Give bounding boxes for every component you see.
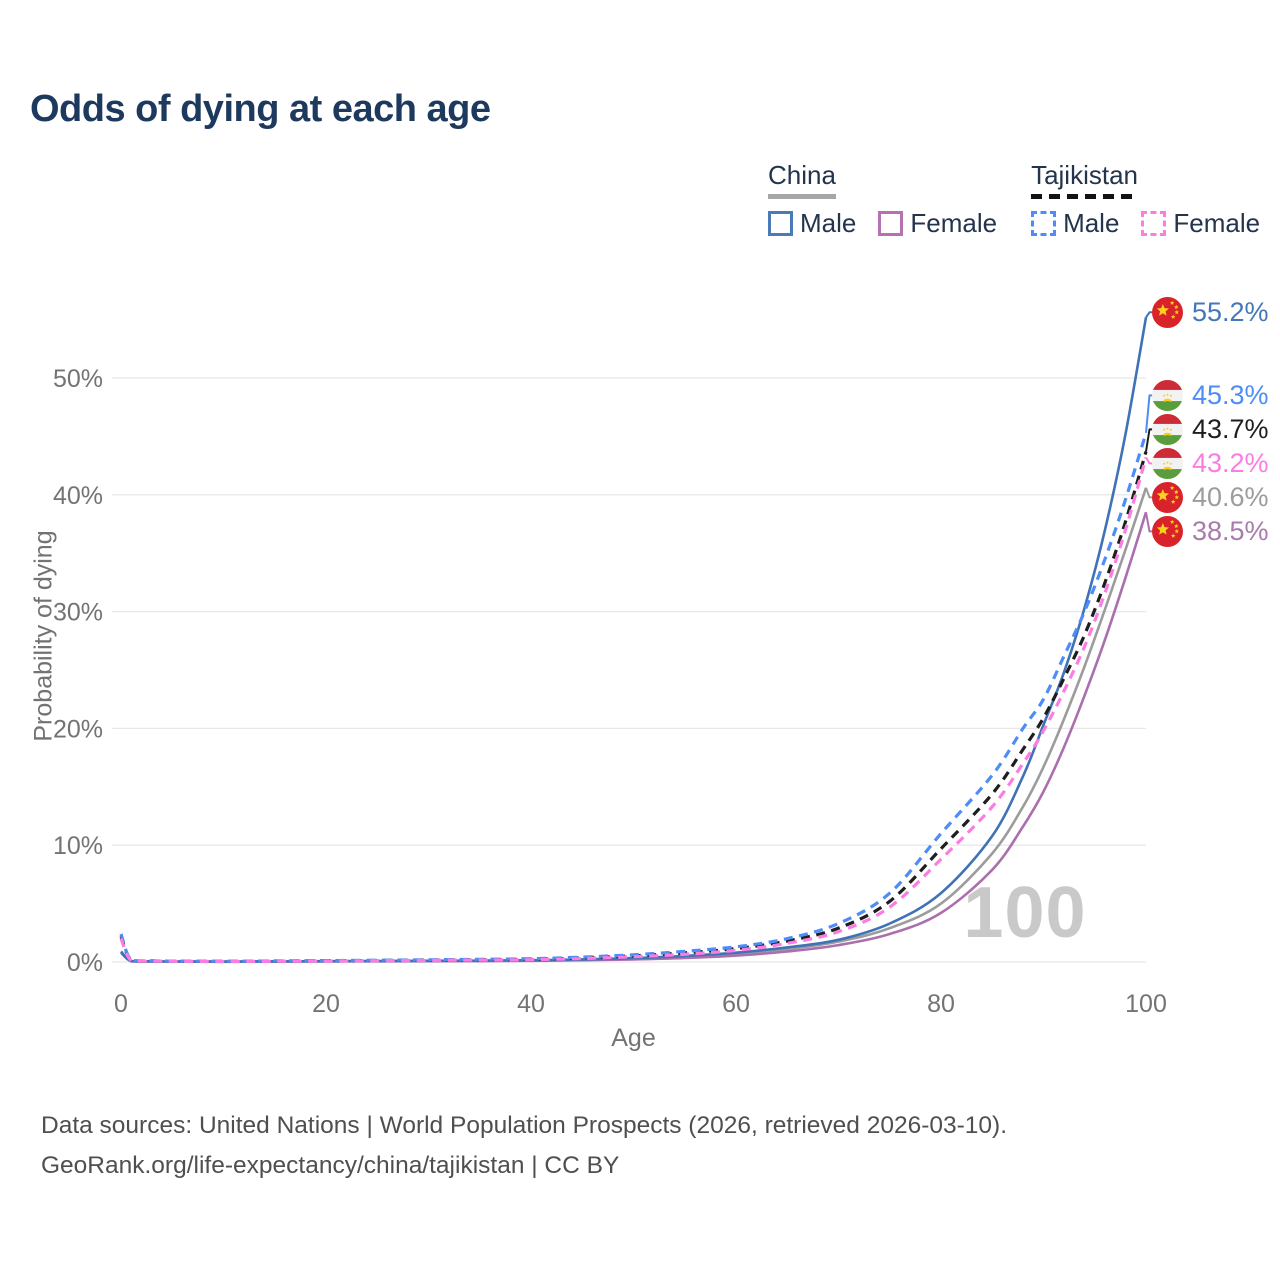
y-tick-0%: 0% (67, 949, 103, 977)
line-china_male (120, 317, 1148, 963)
footer: Data sources: United Nations | World Pop… (41, 1106, 1007, 1186)
legend-group-header-tajikistan: Tajikistan (1031, 160, 1138, 199)
legend-item-china-female[interactable]: Female (878, 208, 997, 239)
end-label-connector-china_both (1145, 487, 1154, 499)
x-tick-0: 0 (114, 990, 128, 1018)
legend-group-header-china: China (768, 160, 836, 199)
legend-swatch-tajikistan-female (1141, 211, 1167, 236)
page-title: Odds of dying at each age (30, 88, 491, 130)
legend-group-title-china: China (768, 160, 836, 190)
y-tick-40%: 40% (53, 482, 103, 510)
age-counter-watermark: 100 (963, 873, 1087, 953)
x-tick-100: 100 (1125, 990, 1167, 1018)
legend-label-tajikistan-female: Female (1173, 208, 1261, 238)
footer-data-sources: Data sources: United Nations | World Pop… (41, 1112, 1008, 1139)
legend-group-china: China Male Female (768, 160, 997, 239)
footer-attribution-link: GeoRank.org/life-expectancy/china/tajiki… (41, 1152, 620, 1179)
end-label-connector-china_female (1145, 512, 1154, 533)
y-tick-20%: 20% (53, 715, 103, 743)
y-tick-30%: 30% (53, 599, 103, 627)
legend-swatch-china-male (768, 211, 793, 236)
legend-group-tajikistan: Tajikistan Male Female (1031, 160, 1260, 239)
legend-label-tajikistan-male: Male (1063, 208, 1120, 238)
end-label-connector-tajikistan_male (1145, 394, 1154, 433)
y-tick-50%: 50% (53, 365, 103, 393)
legend-item-tajikistan-male[interactable]: Male (1031, 208, 1119, 239)
end-label-connector-tajikistan_both (1145, 428, 1154, 452)
legend-swatch-china-female (878, 211, 904, 236)
legend-label-china-male: Male (800, 208, 857, 238)
x-tick-20: 20 (312, 990, 340, 1018)
x-tick-60: 60 (722, 990, 750, 1018)
legend-item-china-male[interactable]: Male (768, 208, 856, 239)
legend-item-tajikistan-female[interactable]: Female (1141, 208, 1260, 239)
line-tajikistan_both (119, 451, 1148, 964)
end-label-connector-tajikistan_female (1145, 456, 1154, 465)
y-tick-10%: 10% (53, 832, 103, 860)
legend-underline-tajikistan (1031, 194, 1138, 199)
legend-swatch-tajikistan-male (1031, 211, 1057, 236)
x-tick-80: 80 (927, 990, 955, 1018)
legend-label-china-female: Female (910, 208, 998, 238)
legend: China Male Female Tajikistan (768, 160, 1260, 239)
end-label-connector-china_male (1145, 311, 1154, 318)
legend-group-title-tajikistan: Tajikistan (1031, 160, 1138, 190)
y-axis-title: Probability of dying (29, 530, 58, 742)
x-tick-40: 40 (517, 990, 545, 1018)
legend-underline-china (768, 194, 836, 199)
x-axis-title: Age (611, 1024, 656, 1052)
